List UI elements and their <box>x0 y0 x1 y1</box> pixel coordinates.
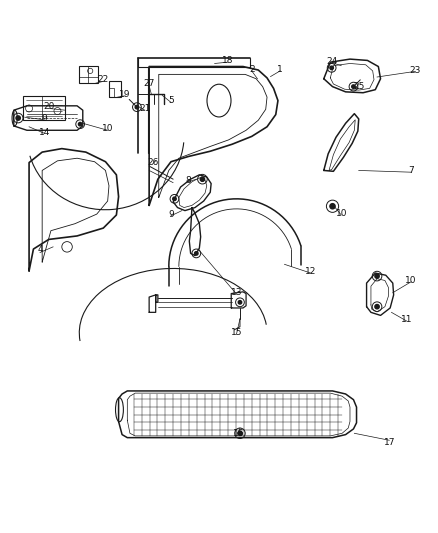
Text: 5: 5 <box>168 96 174 105</box>
Circle shape <box>375 304 379 309</box>
Circle shape <box>194 252 198 255</box>
Text: 10: 10 <box>102 125 113 133</box>
Text: 13: 13 <box>231 288 242 297</box>
Text: 25: 25 <box>353 82 364 91</box>
Text: 27: 27 <box>144 79 155 88</box>
Text: 10: 10 <box>405 276 417 285</box>
Circle shape <box>78 123 82 126</box>
Text: 23: 23 <box>410 66 421 75</box>
Bar <box>109 88 114 97</box>
Text: 20: 20 <box>43 102 54 111</box>
Circle shape <box>200 177 205 181</box>
Circle shape <box>330 204 335 209</box>
Text: 22: 22 <box>98 75 109 84</box>
Circle shape <box>238 301 242 304</box>
Text: 21: 21 <box>139 104 151 113</box>
Circle shape <box>352 85 355 88</box>
Text: 19: 19 <box>120 90 131 99</box>
Text: 2: 2 <box>249 64 254 74</box>
Text: 18: 18 <box>222 56 233 65</box>
Text: 16: 16 <box>233 429 244 438</box>
Bar <box>109 80 121 97</box>
Text: 9: 9 <box>42 114 47 123</box>
Circle shape <box>16 116 20 120</box>
Bar <box>22 96 65 120</box>
Text: 17: 17 <box>384 438 395 447</box>
Text: 11: 11 <box>401 315 413 324</box>
Circle shape <box>135 106 139 109</box>
Circle shape <box>330 66 333 70</box>
Circle shape <box>173 197 176 200</box>
Circle shape <box>375 274 379 278</box>
Text: 26: 26 <box>147 158 158 167</box>
Text: 9: 9 <box>168 209 174 219</box>
Text: 24: 24 <box>326 57 337 66</box>
Text: 8: 8 <box>186 175 191 184</box>
Text: 1: 1 <box>277 64 283 74</box>
Text: 10: 10 <box>336 209 347 218</box>
Text: 4: 4 <box>37 245 43 254</box>
Text: 15: 15 <box>231 328 242 337</box>
Text: 14: 14 <box>39 127 50 136</box>
Text: 7: 7 <box>408 166 414 175</box>
Text: 12: 12 <box>305 267 316 276</box>
Circle shape <box>238 431 242 435</box>
Bar <box>79 66 98 83</box>
